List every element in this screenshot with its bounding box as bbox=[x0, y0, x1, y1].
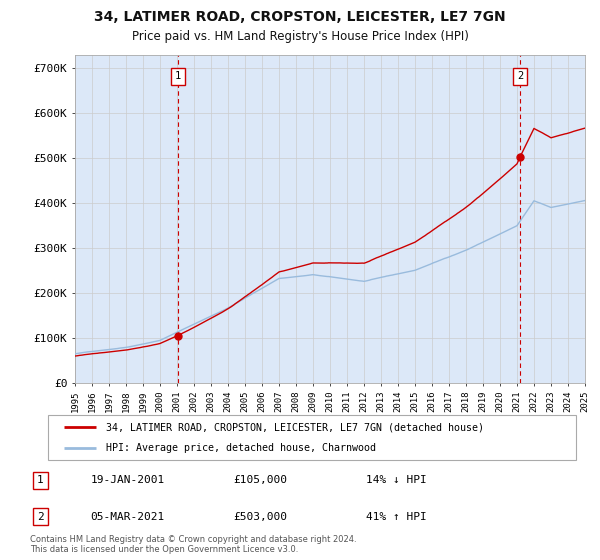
Text: 19-JAN-2001: 19-JAN-2001 bbox=[90, 475, 164, 486]
Text: 41% ↑ HPI: 41% ↑ HPI bbox=[366, 512, 427, 521]
Text: £105,000: £105,000 bbox=[234, 475, 288, 486]
Text: 1: 1 bbox=[37, 475, 44, 486]
Text: 34, LATIMER ROAD, CROPSTON, LEICESTER, LE7 7GN (detached house): 34, LATIMER ROAD, CROPSTON, LEICESTER, L… bbox=[106, 422, 484, 432]
Text: HPI: Average price, detached house, Charnwood: HPI: Average price, detached house, Char… bbox=[106, 443, 376, 453]
Text: 34, LATIMER ROAD, CROPSTON, LEICESTER, LE7 7GN: 34, LATIMER ROAD, CROPSTON, LEICESTER, L… bbox=[94, 10, 506, 24]
Text: 2: 2 bbox=[37, 512, 44, 521]
Text: 2: 2 bbox=[517, 71, 523, 81]
FancyBboxPatch shape bbox=[48, 415, 576, 460]
Text: £503,000: £503,000 bbox=[234, 512, 288, 521]
Text: Price paid vs. HM Land Registry's House Price Index (HPI): Price paid vs. HM Land Registry's House … bbox=[131, 30, 469, 43]
Text: 1: 1 bbox=[175, 71, 181, 81]
Text: 14% ↓ HPI: 14% ↓ HPI bbox=[366, 475, 427, 486]
Text: Contains HM Land Registry data © Crown copyright and database right 2024.
This d: Contains HM Land Registry data © Crown c… bbox=[30, 535, 356, 554]
Text: 05-MAR-2021: 05-MAR-2021 bbox=[90, 512, 164, 521]
